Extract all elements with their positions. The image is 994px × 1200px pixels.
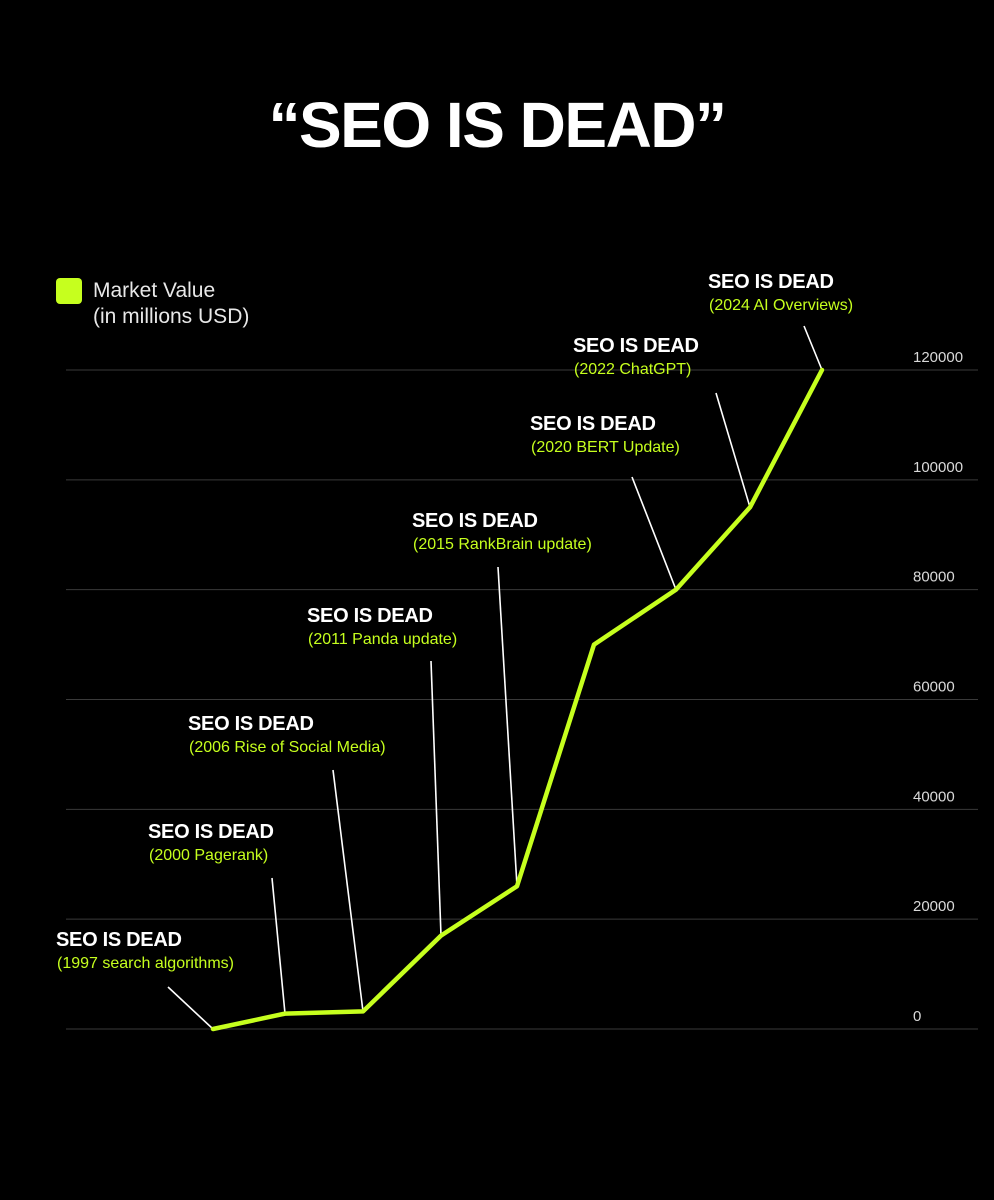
annotation-subtitle: (2015 RankBrain update) <box>413 536 592 553</box>
y-tick-label: 20000 <box>913 898 955 915</box>
annotation-heading: SEO IS DEAD <box>307 605 433 627</box>
chart-title: “SEO IS DEAD” <box>268 89 727 161</box>
series-layer <box>210 367 825 1032</box>
annotation-subtitle: (2024 AI Overviews) <box>709 297 853 314</box>
annotation-subtitle: (1997 search algorithms) <box>57 955 234 972</box>
annotation-labels: SEO IS DEAD (1997 search algorithms) SEO I… <box>56 271 853 972</box>
grid <box>66 369 978 1030</box>
annotation-heading: SEO IS DEAD <box>573 335 699 357</box>
annotation-leader-line <box>715 392 751 508</box>
y-tick-label: 60000 <box>913 679 955 696</box>
legend-swatch <box>56 278 82 304</box>
y-tick-label: 100000 <box>913 459 963 476</box>
annotation-heading: SEO IS DEAD <box>530 413 656 435</box>
annotation-subtitle: (2011 Panda update) <box>308 631 457 648</box>
annotation-leader-line <box>497 566 518 887</box>
annotation-subtitle: (2020 BERT Update) <box>531 439 680 456</box>
y-tick-label: 40000 <box>913 788 955 805</box>
legend-label-line1: Market Value <box>93 279 216 302</box>
annotation-leader-line <box>167 986 214 1030</box>
y-tick-label: 0 <box>913 1008 921 1025</box>
y-axis-ticks: 0 20000 40000 60000 80000 100000 120000 <box>913 349 963 1025</box>
annotation-subtitle: (2022 ChatGPT) <box>574 361 691 378</box>
annotation-leaders <box>167 325 823 1030</box>
annotation-leader-line <box>332 769 364 1012</box>
annotation-heading: SEO IS DEAD <box>148 821 274 843</box>
annotation-heading: SEO IS DEAD <box>708 271 834 293</box>
annotation-leader-line <box>803 325 823 371</box>
annotation-subtitle: (2000 Pagerank) <box>149 847 268 864</box>
y-tick-label: 80000 <box>913 569 955 586</box>
series-line <box>210 367 825 1032</box>
annotation-leader-line <box>631 476 677 590</box>
legend-label: Market Value (in millions USD) <box>93 278 249 330</box>
annotation-subtitle: (2006 Rise of Social Media) <box>189 739 386 756</box>
legend-label-line2: (in millions USD) <box>93 305 250 328</box>
annotation-leader-line <box>271 877 286 1014</box>
annotation-heading: SEO IS DEAD <box>188 713 314 735</box>
annotation-heading: SEO IS DEAD <box>56 929 182 951</box>
y-tick-label: 120000 <box>913 349 963 366</box>
annotation-heading: SEO IS DEAD <box>412 510 538 532</box>
annotation-leader-line <box>430 660 442 936</box>
